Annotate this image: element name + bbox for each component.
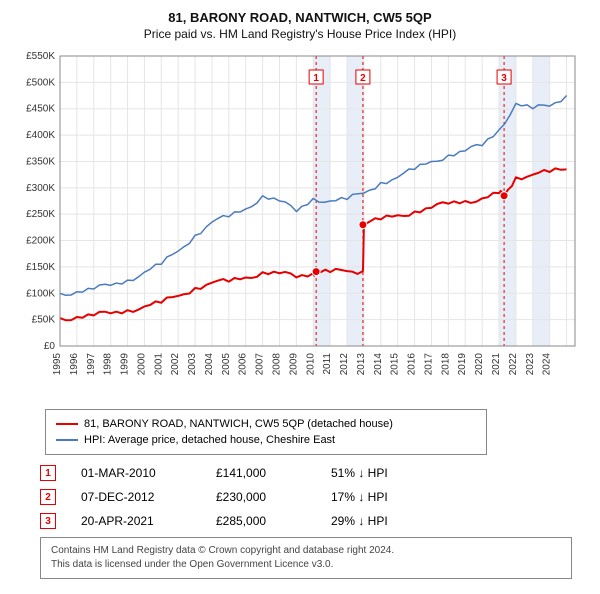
svg-text:2013: 2013 [356, 353, 367, 376]
svg-text:£150K: £150K [26, 262, 55, 273]
event-row: 3 20-APR-2021 £285,000 29% ↓ HPI [40, 513, 585, 529]
line-chart-svg: £0 £50K £100K £150K £200K £250K £300K £350K £400… [15, 51, 585, 401]
svg-text:£50K: £50K [32, 315, 56, 326]
svg-text:2003: 2003 [187, 353, 198, 376]
svg-text:1998: 1998 [103, 353, 114, 376]
chart-subtitle: Price paid vs. HM Land Registry's House … [15, 27, 585, 41]
svg-text:1: 1 [313, 73, 319, 84]
event-marker: 1 [40, 465, 56, 481]
svg-text:2015: 2015 [390, 353, 401, 376]
event-marker: 2 [40, 489, 56, 505]
event-price: £141,000 [216, 466, 306, 480]
event-date: 20-APR-2021 [81, 514, 191, 528]
chart-area: £0 £50K £100K £150K £200K £250K £300K £350K £400… [15, 51, 585, 401]
svg-text:£0: £0 [44, 341, 56, 352]
svg-text:2024: 2024 [542, 353, 553, 376]
svg-text:2018: 2018 [440, 353, 451, 376]
svg-text:2022: 2022 [508, 353, 519, 376]
event-marker: 3 [40, 513, 56, 529]
legend-label: 81, BARONY ROAD, NANTWICH, CW5 5QP (deta… [84, 416, 393, 432]
svg-text:2020: 2020 [474, 353, 485, 376]
svg-text:2007: 2007 [255, 353, 266, 376]
svg-text:2006: 2006 [238, 353, 249, 376]
event-delta: 29% ↓ HPI [331, 514, 431, 528]
event-row: 1 01-MAR-2010 £141,000 51% ↓ HPI [40, 465, 585, 481]
svg-text:2017: 2017 [423, 353, 434, 376]
event-delta: 51% ↓ HPI [331, 466, 431, 480]
events-table: 1 01-MAR-2010 £141,000 51% ↓ HPI 2 07-DEC-201… [40, 465, 585, 529]
svg-text:2016: 2016 [407, 353, 418, 376]
attribution-line-1: Contains HM Land Registry data © Crown c… [51, 544, 561, 558]
svg-text:1997: 1997 [86, 353, 97, 376]
svg-text:2008: 2008 [272, 353, 283, 376]
legend-swatch [56, 423, 78, 425]
svg-text:1995: 1995 [52, 353, 63, 376]
svg-text:£500K: £500K [26, 77, 55, 88]
svg-text:£550K: £550K [26, 51, 55, 62]
event-delta: 17% ↓ HPI [331, 490, 431, 504]
svg-text:2010: 2010 [305, 353, 316, 376]
svg-text:£200K: £200K [26, 236, 55, 247]
event-price: £285,000 [216, 514, 306, 528]
svg-text:2: 2 [360, 73, 366, 84]
attribution-box: Contains HM Land Registry data © Crown c… [40, 537, 572, 579]
svg-text:1996: 1996 [69, 353, 80, 376]
svg-text:£300K: £300K [26, 183, 55, 194]
svg-text:£250K: £250K [26, 209, 55, 220]
attribution-line-2: This data is licensed under the Open Gov… [51, 558, 561, 572]
svg-text:2021: 2021 [491, 353, 502, 376]
chart-title: 81, BARONY ROAD, NANTWICH, CW5 5QP [15, 10, 585, 25]
svg-text:2005: 2005 [221, 353, 232, 376]
svg-text:2009: 2009 [288, 353, 299, 376]
svg-text:2019: 2019 [457, 353, 468, 376]
svg-text:2014: 2014 [373, 353, 384, 376]
svg-text:2012: 2012 [339, 353, 350, 376]
svg-text:£400K: £400K [26, 130, 55, 141]
event-price: £230,000 [216, 490, 306, 504]
svg-text:1999: 1999 [120, 353, 131, 376]
legend-row: 81, BARONY ROAD, NANTWICH, CW5 5QP (deta… [56, 416, 476, 432]
event-row: 2 07-DEC-2012 £230,000 17% ↓ HPI [40, 489, 585, 505]
svg-text:2001: 2001 [153, 353, 164, 376]
svg-text:2000: 2000 [136, 353, 147, 376]
svg-text:2004: 2004 [204, 353, 215, 376]
svg-text:£350K: £350K [26, 156, 55, 167]
event-date: 07-DEC-2012 [81, 490, 191, 504]
svg-text:2011: 2011 [322, 353, 333, 375]
legend-label: HPI: Average price, detached house, Ches… [84, 432, 335, 448]
svg-text:2002: 2002 [170, 353, 181, 376]
legend-box: 81, BARONY ROAD, NANTWICH, CW5 5QP (deta… [45, 409, 487, 455]
chart-container: 81, BARONY ROAD, NANTWICH, CW5 5QP Price… [0, 0, 600, 594]
legend-swatch [56, 439, 78, 441]
event-date: 01-MAR-2010 [81, 466, 191, 480]
svg-text:£100K: £100K [26, 288, 55, 299]
legend-row: HPI: Average price, detached house, Ches… [56, 432, 476, 448]
svg-text:£450K: £450K [26, 104, 55, 115]
svg-text:2023: 2023 [525, 353, 536, 376]
svg-text:3: 3 [501, 73, 507, 84]
